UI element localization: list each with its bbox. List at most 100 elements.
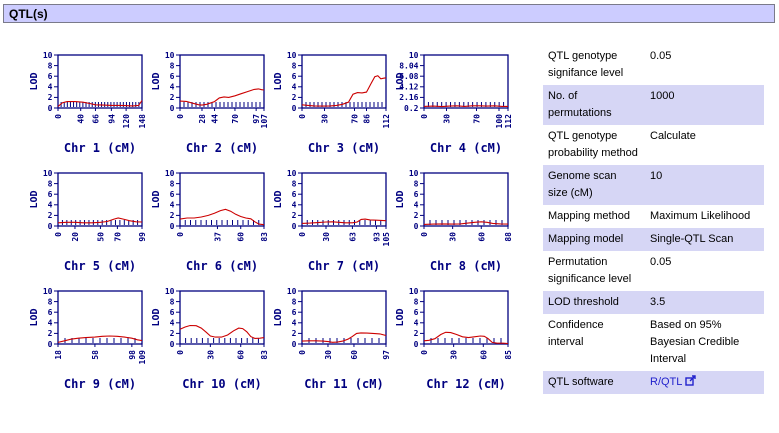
y-tick-label: 10 (43, 169, 53, 178)
chart-chr-6: LOD 0 2 4 6 8 10 0 37 60 83 Chr 6 (cM) (151, 162, 274, 280)
external-link-icon (685, 375, 697, 386)
y-axis-label: LOD (30, 308, 40, 326)
y-tick-label: 8 (48, 179, 53, 188)
y-tick-label: 10 (165, 169, 175, 178)
y-tick-label: 8 (292, 179, 297, 188)
y-tick-label: 10 (165, 51, 175, 60)
settings-row-confidence-interval: Confidence interval Based on 95% Bayesian… (543, 314, 764, 371)
chart-title: Chr 2 (cM) (186, 141, 258, 155)
y-tick-label: 0 (414, 340, 419, 349)
x-tick-label: 28 (198, 114, 207, 124)
lod-curve (301, 75, 387, 107)
x-tick-label: 97 (252, 114, 261, 124)
y-tick-label: 0 (170, 104, 175, 113)
y-tick-label: 4.12 (399, 83, 418, 92)
chart-chr-12: LOD 0 2 4 6 8 10 0 30 60 85 Chr 12 (cM) (395, 280, 518, 398)
y-tick-label: 2 (48, 329, 53, 338)
y-axis-label: LOD (30, 72, 40, 90)
y-tick-label: 6 (170, 72, 175, 81)
y-tick-label: 8 (170, 297, 175, 306)
setting-label: No. of permutations (548, 90, 612, 119)
plot-box (57, 290, 143, 345)
y-tick-label: 0 (170, 340, 175, 349)
y-tick-label: 10 (287, 169, 297, 178)
x-tick-label: 109 (138, 350, 147, 365)
page-title: QTL(s) (9, 7, 48, 21)
y-tick-label: 4 (48, 201, 53, 210)
chart-chr-3: LOD 0 2 4 6 8 10 0 30 70 86 112 Chr 3 (cM) (273, 44, 396, 162)
y-tick-label: 10 (287, 287, 297, 296)
chart-title: Chr 8 (cM) (430, 259, 502, 273)
y-tick-label: 4 (170, 319, 175, 328)
y-tick-label: 8 (292, 297, 297, 306)
y-tick-label: 10 (43, 51, 53, 60)
y-tick-label: 2 (414, 329, 419, 338)
y-tick-label: 6 (48, 308, 53, 317)
charts-grid: LOD 0 2 4 6 8 10 0 40 66 94 120 148 Chr 1 (cM) LOD 0 2 4 6… (29, 44, 518, 398)
x-tick-label: 20 (71, 232, 80, 242)
chart-chr-7: LOD 0 2 4 6 8 10 0 30 63 93 105 Chr 7 (cM) (273, 162, 396, 280)
y-tick-label: 4 (170, 201, 175, 210)
x-tick-label: 58 (91, 350, 100, 360)
settings-row-qtl-software: QTL software R/QTL (543, 371, 764, 394)
y-tick-label: 10 (409, 287, 419, 296)
lod-curve (179, 88, 265, 106)
chart-chr-2: LOD 0 2 4 6 8 10 0 28 44 70 97 107 Chr 2 (cM) (151, 44, 274, 162)
setting-value: 3.5 (650, 296, 666, 308)
plot-box (301, 290, 387, 345)
lod-curve (57, 335, 143, 343)
y-tick-label: 6 (414, 308, 419, 317)
y-tick-label: 0 (292, 222, 297, 231)
plot-box (179, 290, 265, 345)
x-tick-label: 85 (504, 350, 513, 360)
x-tick-label: 0 (176, 114, 185, 119)
y-tick-label: 2 (170, 211, 175, 220)
chart-title: Chr 3 (cM) (308, 141, 380, 155)
rqtl-link[interactable]: R/QTL (650, 375, 697, 388)
chart-chr-4: LOD 0.2 2.16 4.12 6.08 8.04 10 0 30 70 100 112 Chr 4… (395, 44, 518, 162)
chart-title: Chr 9 (cM) (64, 377, 136, 391)
y-axis-label: LOD (396, 190, 406, 208)
x-tick-label: 98 (128, 350, 137, 360)
lod-curve (301, 332, 387, 343)
setting-label: Confidence interval (548, 319, 604, 348)
settings-row-permutations: No. of permutations 1000 (543, 85, 764, 125)
y-axis-label: LOD (396, 72, 406, 90)
y-tick-label: 4 (414, 319, 419, 328)
y-tick-label: 2 (48, 211, 53, 220)
y-tick-label: 10 (409, 51, 419, 60)
y-tick-label: 6 (414, 190, 419, 199)
lod-curve (301, 218, 387, 224)
y-tick-label: 0 (48, 104, 53, 113)
y-tick-label: 10 (43, 287, 53, 296)
lod-curve (179, 208, 265, 226)
x-tick-label: 50 (96, 232, 105, 242)
setting-label: Mapping model (548, 233, 624, 245)
plot-box (301, 54, 387, 109)
y-tick-label: 4 (292, 83, 297, 92)
y-tick-label: 2 (170, 329, 175, 338)
x-tick-label: 60 (477, 232, 486, 242)
x-tick-label: 30 (322, 232, 331, 242)
chart-title: Chr 5 (cM) (64, 259, 136, 273)
x-tick-label: 0 (420, 114, 429, 119)
x-tick-label: 66 (91, 114, 100, 124)
setting-value: R/QTL (650, 374, 758, 391)
chart-chr-10: LOD 0 2 4 6 8 10 0 30 60 83 Chr 10 (cM) (151, 280, 274, 398)
setting-label: Mapping method (548, 210, 630, 222)
x-tick-label: 37 (213, 232, 222, 242)
lod-curve (423, 105, 508, 108)
lod-curve (423, 221, 509, 225)
y-tick-label: 0 (414, 222, 419, 231)
setting-value: Single-QTL Scan (650, 233, 734, 245)
x-tick-label: 88 (504, 232, 513, 242)
y-tick-label: 8 (48, 297, 53, 306)
x-tick-label: 60 (350, 350, 359, 360)
setting-label: QTL software (548, 376, 614, 388)
y-tick-label: 0.2 (404, 104, 419, 113)
x-tick-label: 70 (113, 232, 122, 242)
setting-label: QTL genotype probability method (548, 130, 638, 159)
chart-chr-1: LOD 0 2 4 6 8 10 0 40 66 94 120 148 Chr 1 (cM) (29, 44, 152, 162)
x-tick-label: 70 (351, 114, 360, 124)
